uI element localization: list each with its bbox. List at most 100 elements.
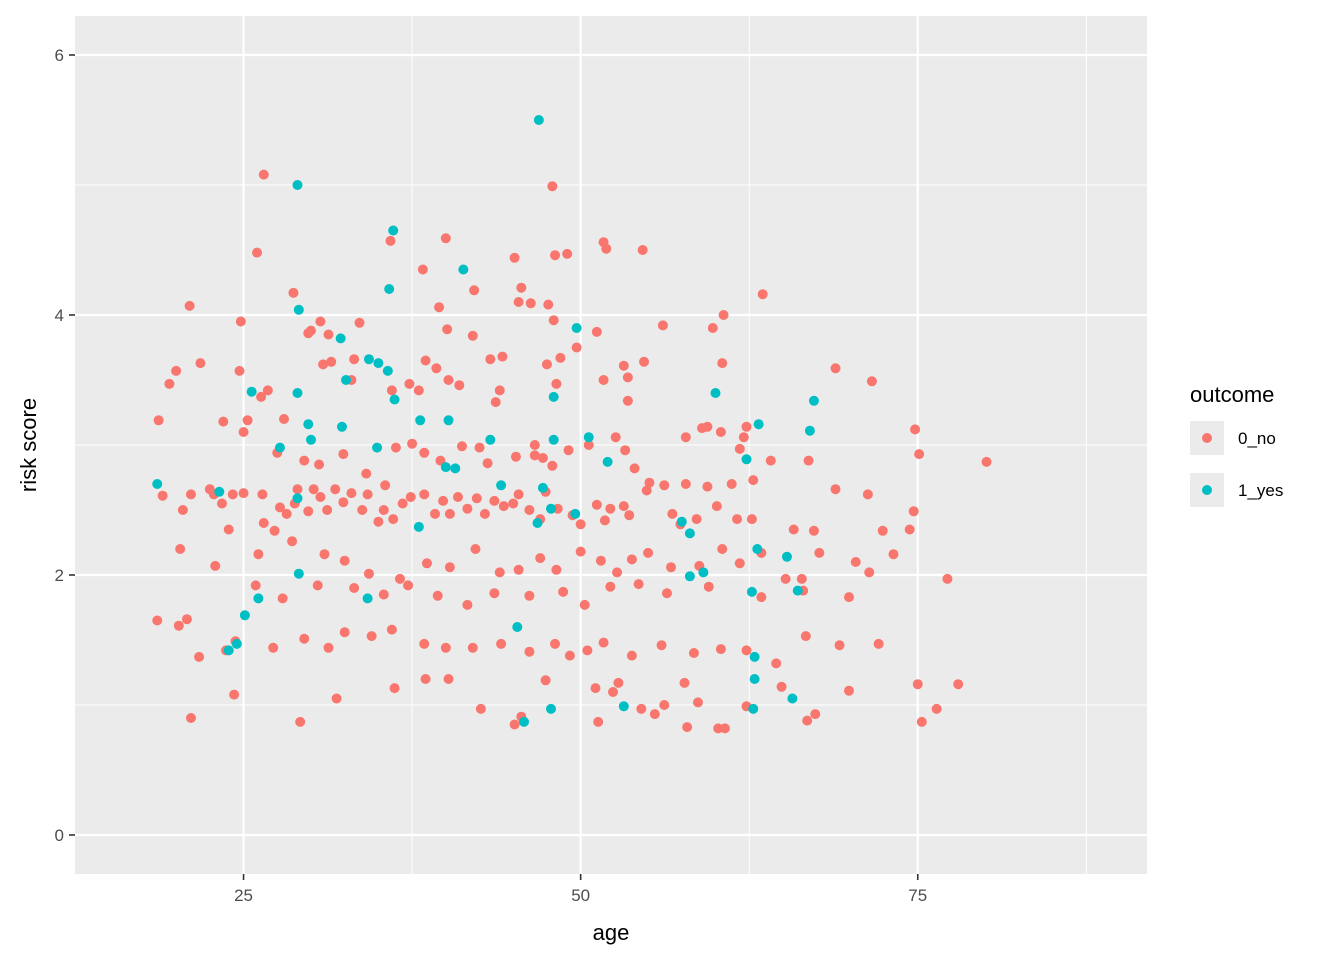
point-0_no-281 bbox=[912, 679, 923, 690]
point-0_no-224 bbox=[579, 599, 590, 610]
point-0_no-47 bbox=[541, 359, 552, 370]
point-0_no-105 bbox=[373, 516, 384, 527]
point-0_no-152 bbox=[419, 447, 430, 458]
point-0_no-229 bbox=[756, 592, 767, 603]
point-0_no-8 bbox=[234, 365, 245, 376]
point-0_no-6 bbox=[195, 358, 206, 369]
point-0_no-87 bbox=[238, 488, 249, 499]
point-0_no-191 bbox=[494, 567, 505, 578]
point-1_yes-55 bbox=[239, 610, 250, 621]
point-0_no-129 bbox=[599, 515, 610, 526]
point-1_yes-45 bbox=[752, 544, 763, 554]
point-0_no-181 bbox=[210, 560, 221, 571]
point-1_yes-64 bbox=[519, 716, 530, 727]
point-0_no-232 bbox=[181, 614, 192, 625]
point-0_no-214 bbox=[277, 593, 288, 604]
point-0_no-70 bbox=[622, 395, 633, 406]
point-0_no-96 bbox=[303, 506, 314, 517]
point-0_no-211 bbox=[888, 549, 899, 560]
point-0_no-216 bbox=[349, 583, 360, 593]
point-0_no-280 bbox=[843, 685, 854, 696]
point-0_no-245 bbox=[496, 638, 507, 649]
point-0_no-288 bbox=[593, 716, 604, 727]
point-0_no-21 bbox=[354, 317, 365, 328]
point-0_no-151 bbox=[407, 438, 418, 449]
point-1_yes-29 bbox=[372, 442, 383, 453]
point-0_no-213 bbox=[250, 580, 261, 591]
point-0_no-179 bbox=[380, 480, 391, 491]
point-0_no-282 bbox=[931, 703, 942, 714]
point-0_no-119 bbox=[498, 501, 509, 512]
point-0_no-256 bbox=[800, 631, 811, 642]
point-0_no-76 bbox=[738, 432, 749, 443]
point-1_yes-18 bbox=[303, 419, 314, 430]
point-0_no-198 bbox=[626, 554, 637, 565]
point-0_no-67 bbox=[490, 397, 501, 408]
point-0_no-7 bbox=[153, 415, 164, 426]
point-0_no-270 bbox=[608, 687, 619, 697]
point-0_no-189 bbox=[444, 562, 455, 573]
y-tick-label-0: 0 bbox=[55, 826, 64, 845]
point-0_no-238 bbox=[323, 642, 334, 653]
point-0_no-66 bbox=[494, 385, 505, 396]
y-axis-title: risk score bbox=[16, 398, 41, 492]
point-0_no-56 bbox=[717, 358, 728, 369]
point-0_no-36 bbox=[509, 252, 520, 263]
point-0_no-133 bbox=[641, 485, 652, 496]
point-0_no-221 bbox=[489, 588, 500, 599]
point-0_no-85 bbox=[204, 484, 215, 495]
point-0_no-146 bbox=[908, 506, 919, 517]
point-0_no-199 bbox=[643, 547, 654, 558]
point-0_no-122 bbox=[524, 505, 535, 515]
point-0_no-215 bbox=[312, 580, 323, 591]
point-0_no-112 bbox=[438, 495, 449, 506]
point-0_no-74 bbox=[715, 427, 726, 437]
point-0_no-253 bbox=[715, 644, 726, 655]
point-0_no-34 bbox=[516, 282, 527, 293]
point-0_no-289 bbox=[682, 722, 693, 733]
point-1_yes-38 bbox=[292, 493, 303, 504]
point-0_no-184 bbox=[319, 549, 330, 560]
point-0_no-128 bbox=[591, 499, 602, 510]
point-0_no-269 bbox=[590, 683, 601, 694]
point-1_yes-11 bbox=[341, 375, 352, 385]
legend-label-0: 0_no bbox=[1238, 429, 1276, 448]
point-0_no-131 bbox=[618, 501, 629, 512]
point-1_yes-39 bbox=[545, 503, 556, 514]
point-0_no-259 bbox=[194, 651, 205, 662]
point-0_no-268 bbox=[564, 650, 575, 661]
point-0_no-227 bbox=[661, 588, 672, 599]
point-1_yes-14 bbox=[389, 394, 400, 405]
point-0_no-243 bbox=[440, 642, 451, 653]
point-0_no-55 bbox=[757, 289, 768, 300]
point-1_yes-1 bbox=[292, 180, 303, 190]
point-1_yes-0 bbox=[533, 115, 544, 125]
point-0_no-78 bbox=[765, 455, 776, 466]
point-1_yes-43 bbox=[570, 508, 581, 519]
point-0_no-257 bbox=[834, 640, 845, 651]
point-0_no-160 bbox=[563, 445, 574, 456]
point-0_no-188 bbox=[421, 558, 432, 569]
point-0_no-250 bbox=[626, 650, 637, 661]
point-0_no-207 bbox=[814, 547, 825, 558]
point-0_no-121 bbox=[513, 489, 524, 500]
point-0_no-285 bbox=[185, 713, 196, 723]
point-0_no-162 bbox=[610, 432, 621, 443]
legend-title: outcome bbox=[1190, 382, 1274, 407]
point-0_no-102 bbox=[346, 488, 357, 499]
point-0_no-278 bbox=[802, 715, 813, 726]
point-0_no-139 bbox=[746, 514, 757, 525]
point-0_no-258 bbox=[873, 638, 884, 649]
point-0_no-212 bbox=[942, 573, 953, 584]
point-0_no-145 bbox=[904, 524, 915, 535]
point-0_no-161 bbox=[583, 440, 594, 450]
point-0_no-252 bbox=[688, 648, 699, 658]
point-0_no-97 bbox=[308, 484, 319, 495]
point-0_no-61 bbox=[413, 385, 424, 396]
point-0_no-65 bbox=[454, 380, 465, 391]
point-0_no-292 bbox=[649, 709, 660, 720]
point-0_no-274 bbox=[692, 697, 703, 708]
point-0_no-186 bbox=[363, 568, 374, 579]
point-0_no-187 bbox=[394, 573, 405, 584]
